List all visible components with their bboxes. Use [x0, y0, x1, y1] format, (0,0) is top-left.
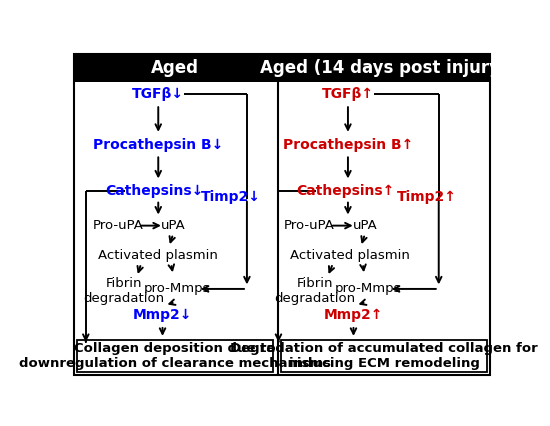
Text: Timp2↓: Timp2↓: [201, 190, 261, 204]
Text: Cathepsins↑: Cathepsins↑: [296, 184, 394, 198]
Text: uPA: uPA: [353, 219, 377, 232]
Text: Mmp2↑: Mmp2↑: [324, 308, 383, 322]
Bar: [77, 340, 273, 372]
Text: TGFβ↓: TGFβ↓: [132, 87, 184, 101]
Text: Degradation of accumulated collagen for
inducing ECM remodeling: Degradation of accumulated collagen for …: [230, 342, 538, 370]
Text: Activated plasmin: Activated plasmin: [290, 249, 410, 262]
Text: uPA: uPA: [161, 219, 185, 232]
Text: TGFβ↑: TGFβ↑: [322, 87, 374, 101]
Text: Pro-uPA: Pro-uPA: [92, 219, 143, 232]
Text: Timp2↑: Timp2↑: [397, 190, 456, 204]
Text: Procathepsin B↓: Procathepsin B↓: [93, 138, 223, 152]
Text: pro-Mmps: pro-Mmps: [335, 282, 402, 296]
Text: pro-Mmps: pro-Mmps: [144, 282, 211, 296]
Bar: [278, 55, 490, 82]
Text: Fibrin
degradation: Fibrin degradation: [84, 276, 165, 305]
Text: Aged (14 days post injury): Aged (14 days post injury): [260, 59, 508, 77]
Text: Activated plasmin: Activated plasmin: [98, 249, 218, 262]
Text: Procathepsin B↑: Procathepsin B↑: [283, 138, 413, 152]
Text: Aged: Aged: [151, 59, 199, 77]
Text: Collagen deposition due to
downregulation of clearance mechanisms: Collagen deposition due to downregulatio…: [19, 342, 331, 370]
Bar: [74, 55, 277, 82]
Text: Fibrin
degradation: Fibrin degradation: [274, 276, 355, 305]
Text: Pro-uPA: Pro-uPA: [284, 219, 335, 232]
Bar: [281, 340, 487, 372]
Text: Mmp2↓: Mmp2↓: [133, 308, 192, 322]
Text: Cathepsins↓: Cathepsins↓: [105, 184, 203, 198]
